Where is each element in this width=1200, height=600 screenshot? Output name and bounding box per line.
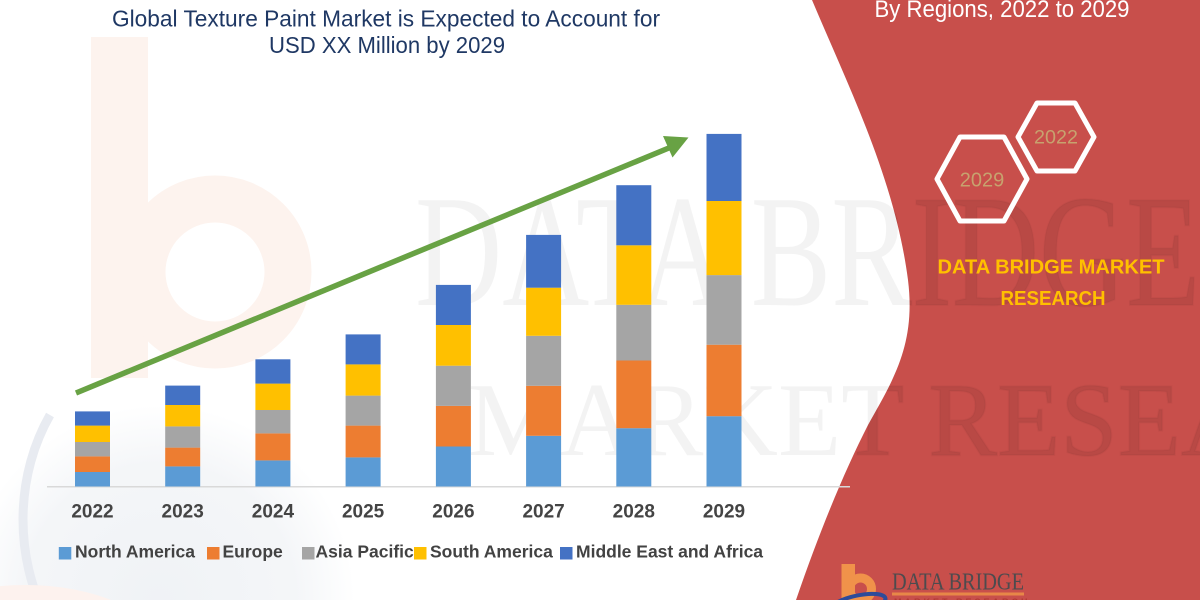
svg-text:USD XX Million by 2029: USD XX Million by 2029 xyxy=(269,32,505,58)
svg-text:North America: North America xyxy=(75,542,195,562)
svg-text:2023: 2023 xyxy=(162,502,204,523)
svg-text:DATA BRIDGE: DATA BRIDGE xyxy=(892,570,1024,596)
svg-text:2027: 2027 xyxy=(522,502,564,523)
svg-text:Middle East and Africa: Middle East and Africa xyxy=(576,542,763,562)
svg-text:South America: South America xyxy=(430,542,553,562)
svg-text:2024: 2024 xyxy=(252,502,295,523)
svg-text:2025: 2025 xyxy=(342,502,385,523)
svg-text:2029: 2029 xyxy=(703,502,745,523)
svg-text:2022: 2022 xyxy=(1034,128,1078,149)
svg-text:MARKET RESEARCH: MARKET RESEARCH xyxy=(468,361,1200,478)
svg-text:Asia Pacific: Asia Pacific xyxy=(316,542,415,562)
svg-text:RESEARCH: RESEARCH xyxy=(1001,287,1106,310)
svg-text:2029: 2029 xyxy=(960,170,1005,192)
svg-text:Global Texture Paint Market is: Global Texture Paint Market is Expected … xyxy=(112,6,660,32)
svg-text:MARKET RESEARCH: MARKET RESEARCH xyxy=(894,597,1031,600)
svg-text:2022: 2022 xyxy=(71,502,113,523)
svg-text:DATA BRIDGE MARKET: DATA BRIDGE MARKET xyxy=(938,256,1165,279)
svg-text:Europe: Europe xyxy=(223,542,284,562)
svg-text:2028: 2028 xyxy=(613,502,655,523)
svg-text:2026: 2026 xyxy=(432,502,474,523)
svg-text:By Regions, 2022 to 2029: By Regions, 2022 to 2029 xyxy=(875,0,1130,23)
